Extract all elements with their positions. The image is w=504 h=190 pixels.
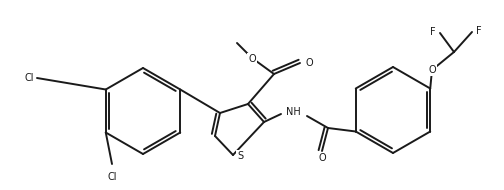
Text: NH: NH <box>286 107 300 117</box>
Text: Cl: Cl <box>107 172 117 182</box>
Text: F: F <box>430 27 436 37</box>
Text: S: S <box>237 151 243 161</box>
Text: F: F <box>476 26 482 36</box>
Text: O: O <box>428 65 436 75</box>
Text: O: O <box>318 153 326 163</box>
Text: O: O <box>248 54 256 64</box>
Text: O: O <box>306 58 313 68</box>
Text: Cl: Cl <box>24 73 34 83</box>
